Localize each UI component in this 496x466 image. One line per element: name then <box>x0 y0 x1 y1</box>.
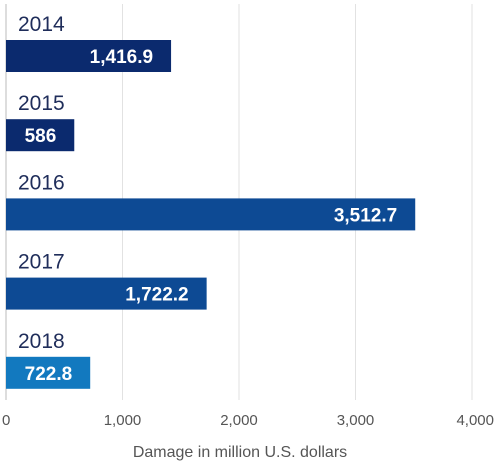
bar <box>6 119 75 152</box>
category-label: 2014 <box>18 13 65 36</box>
bar <box>6 356 91 389</box>
x-axis-title: Damage in million U.S. dollars <box>133 444 347 461</box>
x-tick-label: 3,000 <box>337 412 375 429</box>
x-tick-label: 2,000 <box>220 412 258 429</box>
category-label: 2018 <box>18 330 65 353</box>
category-label: 2017 <box>18 251 65 274</box>
bar <box>6 277 207 310</box>
x-tick-label: 4,000 <box>456 412 494 429</box>
x-tick-label: 1,000 <box>104 412 142 429</box>
bar-value-label: 1,722.2 <box>125 285 188 306</box>
bar-value-label: 3,512.7 <box>334 205 397 226</box>
bar-value-label: 1,416.9 <box>90 47 153 68</box>
category-label: 2016 <box>18 171 65 194</box>
bars-group: 2014 1,416.9 2015 586 2016 3,512.7 2017 1,722.2… <box>6 13 416 389</box>
x-axis-ticks: 0 1,000 2,000 3,000 4,000 <box>2 412 494 429</box>
x-tick-label: 0 <box>2 412 10 429</box>
bar <box>6 40 172 72</box>
bar-value-label: 722.8 <box>25 364 73 385</box>
category-label: 2015 <box>18 92 65 115</box>
bar-value-label: 586 <box>25 126 57 147</box>
bar <box>6 198 416 231</box>
